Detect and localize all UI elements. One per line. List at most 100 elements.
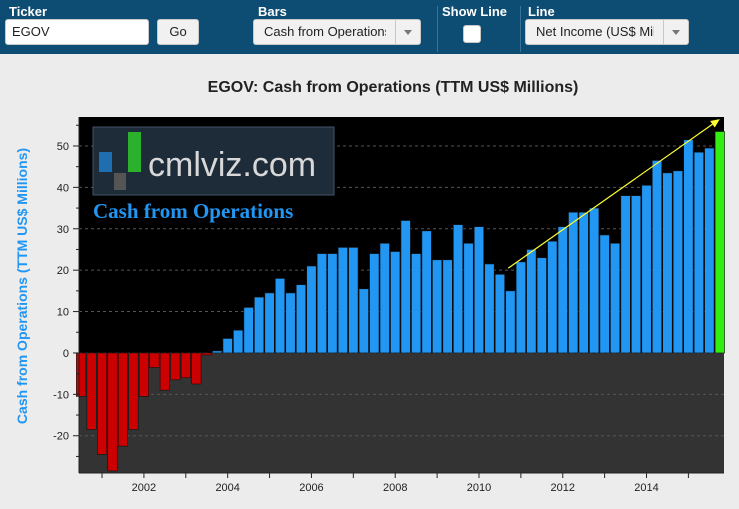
bar — [651, 160, 663, 354]
bar — [693, 151, 704, 354]
bar — [599, 234, 610, 354]
x-tick-label: 2002 — [132, 482, 156, 494]
bar — [149, 352, 160, 368]
go-button[interactable]: Go — [157, 19, 199, 45]
y-tick-label: 40 — [57, 182, 69, 194]
bar — [191, 352, 202, 385]
bar — [97, 352, 108, 455]
watermark-caption: Cash from Operations — [93, 199, 293, 223]
bar — [494, 273, 505, 354]
bar — [128, 352, 139, 430]
toolbar-divider — [437, 6, 438, 52]
bar — [76, 352, 87, 397]
chart-title: EGOV: Cash from Operations (TTM US$ Mill… — [208, 79, 579, 96]
show-line-label: Show Line — [442, 4, 507, 19]
bar — [536, 257, 547, 354]
bar — [107, 352, 118, 472]
y-tick-label: -10 — [53, 389, 69, 401]
ticker-label: Ticker — [9, 4, 48, 19]
bar — [463, 242, 474, 354]
bar — [411, 253, 422, 354]
bar — [641, 185, 652, 354]
y-tick-label: 30 — [57, 224, 69, 236]
x-tick-label: 2008 — [383, 482, 407, 494]
bar — [170, 352, 181, 381]
show-line-checkbox[interactable] — [463, 25, 481, 43]
bars-select[interactable]: Cash from Operations — [253, 19, 421, 45]
bar — [453, 224, 464, 354]
toolbar: Ticker EGOV Go Bars Cash from Operations… — [0, 0, 739, 54]
bar — [295, 284, 307, 354]
bar — [201, 352, 212, 356]
bar — [180, 352, 191, 379]
trend-arrow-head — [710, 119, 720, 128]
bar — [568, 211, 579, 354]
bar — [432, 259, 443, 354]
watermark: cmlviz.com Cash from Operations — [92, 126, 335, 223]
line-select-value: Net Income (US$ Millions) — [536, 24, 654, 39]
bar — [672, 170, 683, 354]
chevron-down-icon — [395, 20, 420, 44]
y-tick-label: 10 — [57, 307, 69, 319]
bar — [117, 352, 129, 447]
bar — [379, 242, 390, 354]
logo-bar-green — [128, 132, 141, 172]
bar — [222, 338, 233, 354]
y-tick-label: 50 — [57, 141, 69, 153]
bar — [327, 253, 338, 354]
bar — [714, 131, 725, 354]
bar — [631, 195, 642, 354]
bar — [358, 288, 369, 354]
watermark-brand: cmlviz.com — [148, 146, 316, 184]
bar — [369, 253, 380, 354]
trend-line — [507, 123, 713, 269]
bar — [421, 230, 432, 354]
line-select[interactable]: Net Income (US$ Millions) — [525, 19, 689, 45]
bar — [442, 259, 453, 354]
bar — [243, 307, 254, 354]
bar — [274, 278, 286, 354]
bars — [76, 131, 725, 472]
axes: -20 -10 0 10 20 30 40 50 2002 2004 2006 2008 2010 201… — [53, 117, 724, 494]
bar — [620, 195, 631, 354]
x-tick-label: 2010 — [467, 482, 491, 494]
bar — [138, 352, 149, 397]
y-tick-label: 0 — [63, 348, 69, 360]
bar — [264, 292, 275, 354]
bar — [348, 247, 359, 354]
y-axis-label: Cash from Operations (TTM US$ Millions) — [14, 148, 30, 424]
bar — [212, 350, 223, 354]
bars-select-value: Cash from Operations — [264, 24, 386, 39]
bar — [515, 261, 526, 354]
x-tick-label: 2006 — [299, 482, 323, 494]
bar — [400, 220, 411, 354]
bar — [610, 242, 621, 354]
bars-label: Bars — [258, 4, 287, 19]
x-tick-label: 2012 — [551, 482, 575, 494]
y-tick-label: 20 — [57, 265, 69, 277]
chevron-down-icon — [663, 20, 688, 44]
logo-bar-gray — [114, 173, 126, 190]
bar — [526, 249, 537, 354]
bar — [473, 226, 485, 354]
bar — [683, 139, 694, 354]
bar — [557, 226, 568, 354]
y-tick-label: -20 — [53, 431, 69, 443]
bar — [505, 290, 516, 354]
bar — [306, 265, 317, 354]
bar — [662, 172, 673, 354]
bar — [390, 251, 401, 354]
logo-bar-blue — [99, 152, 112, 172]
bar — [254, 296, 265, 354]
bar — [233, 329, 244, 354]
x-tick-label: 2014 — [634, 482, 658, 494]
bar — [337, 247, 348, 354]
bar — [316, 253, 327, 354]
ticker-input[interactable]: EGOV — [5, 19, 149, 45]
bar — [285, 292, 296, 354]
bar — [484, 263, 495, 354]
bar — [86, 352, 97, 430]
bar — [159, 352, 170, 391]
bar — [547, 240, 558, 354]
